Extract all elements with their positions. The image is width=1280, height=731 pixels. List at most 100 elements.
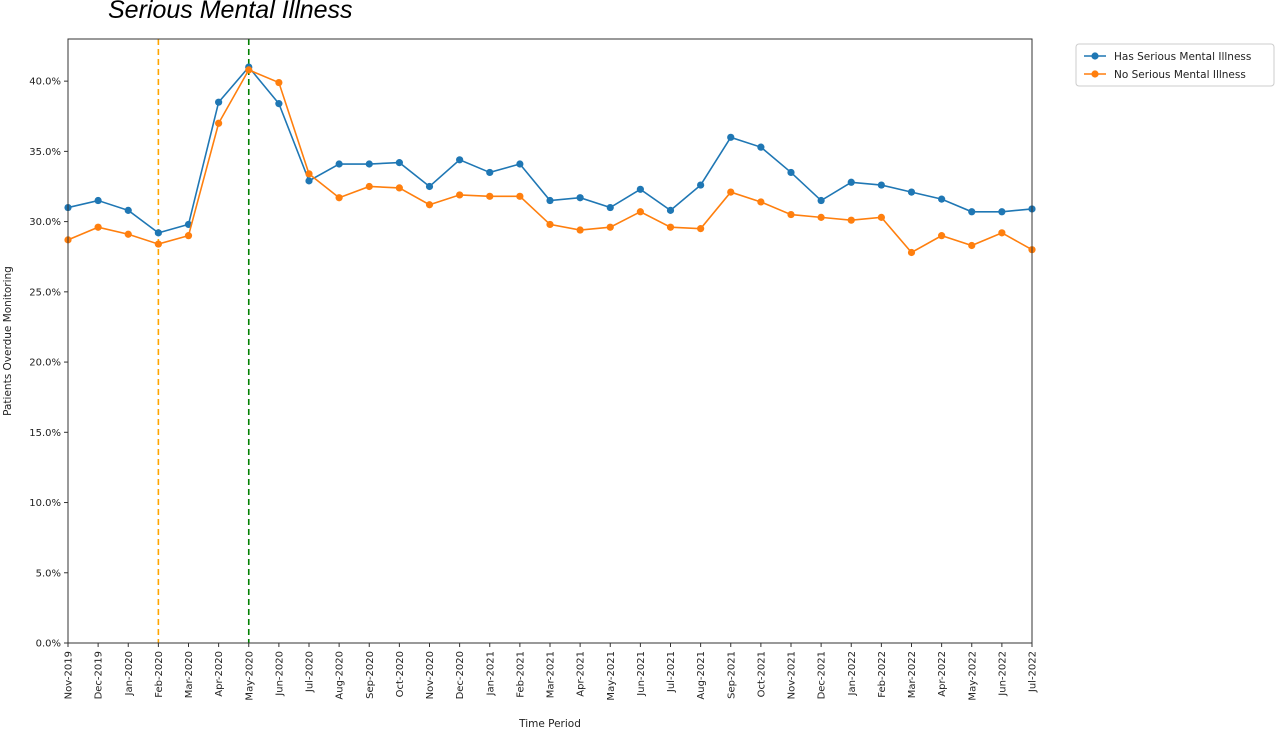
y-axis-title: Patients Overdue Monitoring	[2, 266, 14, 416]
data-point	[215, 119, 223, 127]
x-tick-label: Mar-2022	[907, 651, 918, 698]
data-point	[666, 223, 675, 231]
x-tick-label: Oct-2020	[395, 651, 406, 697]
series-1	[64, 63, 1036, 237]
x-tick-label: Jul-2021	[666, 651, 677, 693]
data-point	[907, 188, 916, 196]
x-tick-label: Aug-2020	[335, 651, 346, 700]
x-tick-label: Apr-2022	[937, 651, 948, 697]
x-tick-label: Sep-2021	[726, 651, 737, 699]
series-layer	[64, 63, 1036, 257]
series-2	[64, 66, 1036, 257]
x-tick-label: Feb-2020	[154, 651, 165, 698]
reference-lines	[157, 39, 250, 643]
data-point	[727, 133, 735, 141]
data-point	[94, 196, 102, 205]
x-tick-label: Mar-2020	[184, 651, 195, 698]
x-tick-label: Jul-2020	[305, 651, 316, 693]
data-point	[968, 208, 976, 216]
data-point	[636, 208, 644, 216]
legend-marker	[1091, 52, 1099, 60]
x-tick-label: Sep-2020	[365, 651, 376, 699]
y-tick-label: 5.0%	[36, 568, 61, 579]
data-point	[907, 248, 916, 257]
data-point	[275, 100, 283, 108]
data-point	[998, 229, 1006, 237]
x-tick-label: Nov-2019	[64, 651, 75, 699]
y-tick-label: 35.0%	[29, 147, 61, 158]
y-axis: 0.0% 5.0% 10.0% 15.0% 20.0% 25.0% 30.0% 35.0% 40…	[29, 77, 68, 650]
data-point	[124, 206, 132, 214]
x-tick-label: Jul-2022	[1028, 651, 1039, 693]
data-point	[94, 223, 102, 231]
data-point	[697, 181, 705, 189]
data-point	[847, 178, 855, 186]
data-point	[757, 143, 765, 151]
y-tick-label: 10.0%	[29, 498, 61, 509]
data-point	[817, 213, 825, 221]
x-tick-label: Jan-2021	[485, 651, 496, 696]
data-point	[154, 240, 162, 248]
data-point	[938, 232, 946, 240]
data-point	[154, 229, 162, 237]
x-tick-label: Feb-2021	[515, 651, 526, 698]
data-point	[305, 177, 313, 185]
x-tick-label: Nov-2021	[787, 651, 798, 699]
data-point	[215, 98, 223, 106]
data-point	[757, 198, 765, 206]
x-tick-label: Apr-2021	[576, 651, 587, 697]
y-tick-label: 25.0%	[29, 287, 61, 298]
data-point	[546, 220, 554, 229]
data-point	[124, 230, 132, 238]
data-point	[425, 201, 434, 209]
data-point	[486, 168, 494, 177]
data-point	[275, 78, 283, 87]
data-point	[787, 168, 795, 177]
data-point	[184, 232, 193, 240]
x-tick-label: Dec-2021	[817, 651, 828, 699]
data-point	[365, 160, 373, 168]
y-tick-label: 0.0%	[36, 639, 61, 650]
data-point	[636, 185, 644, 193]
data-point	[546, 196, 554, 205]
y-tick-label: 15.0%	[29, 428, 61, 439]
data-point	[516, 192, 524, 200]
legend-box	[1075, 43, 1275, 87]
data-point	[968, 241, 976, 250]
x-tick-label: Nov-2020	[425, 651, 436, 699]
x-tick-label: May-2022	[967, 651, 978, 701]
data-point	[847, 216, 855, 224]
legend-label: No Serious Mental Illness	[1114, 69, 1246, 81]
y-tick-label: 40.0%	[29, 77, 61, 88]
data-point	[697, 225, 705, 233]
x-tick-label: Jun-2021	[636, 651, 647, 697]
data-point	[456, 156, 464, 164]
data-point	[456, 191, 464, 199]
x-axis-title: Time Period	[518, 718, 581, 730]
x-tick-label: Jun-2020	[274, 651, 285, 697]
data-point	[425, 182, 434, 191]
data-point	[938, 195, 946, 203]
x-tick-label: Oct-2021	[756, 651, 767, 697]
x-tick-label: May-2020	[244, 651, 255, 701]
data-point	[335, 160, 343, 168]
chart-title: Serious Mental Illness	[108, 0, 353, 24]
data-point	[395, 184, 403, 192]
data-point	[335, 194, 343, 202]
series-line	[67, 65, 1033, 234]
data-point	[666, 206, 675, 214]
data-point	[727, 188, 735, 196]
data-point	[305, 170, 313, 178]
x-axis: Nov-2019 Dec-2019 Jan-2020 Feb-2020 Mar-2020…	[64, 643, 1039, 701]
x-tick-label: Mar-2021	[546, 651, 557, 698]
data-point	[606, 223, 614, 231]
legend-label: Has Serious Mental Illness	[1114, 51, 1251, 63]
data-point	[606, 203, 614, 212]
data-point	[486, 192, 494, 200]
x-tick-label: Dec-2020	[455, 651, 466, 699]
data-point	[787, 210, 795, 219]
data-point	[576, 194, 584, 202]
data-point	[395, 159, 403, 167]
data-point	[817, 196, 825, 205]
